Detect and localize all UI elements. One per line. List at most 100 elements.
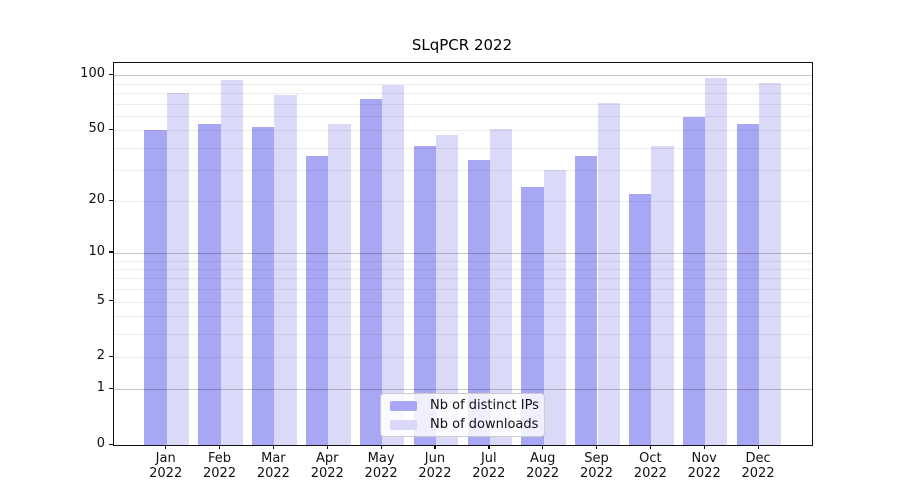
chart-title: SLqPCR 2022	[411, 36, 513, 54]
y-tick-label: 5	[96, 292, 105, 308]
x-tick-label-jan: Jan 2022	[136, 451, 196, 481]
x-tick-label-may: May 2022	[351, 451, 411, 481]
bar-distinct-ips-nov	[682, 117, 706, 445]
bar-downloads-oct	[651, 145, 674, 445]
x-tick-month: Feb	[208, 451, 232, 466]
x-tick-year: 2022	[203, 466, 237, 481]
gridline-minor	[114, 103, 812, 105]
x-tick-mark	[326, 445, 329, 449]
legend: Nb of distinct IPs Nb of downloads	[380, 393, 545, 437]
y-tick-mark	[108, 73, 113, 76]
bar-distinct-ips-jun	[413, 145, 436, 445]
x-tick-label-mar: Mar 2022	[243, 451, 303, 481]
x-tick-mark	[596, 445, 598, 449]
x-tick-month: Apr	[316, 451, 339, 466]
x-tick-label-jun: Jun 2022	[405, 451, 465, 481]
x-tick-month: Dec	[745, 451, 771, 466]
legend-swatch-downloads	[390, 419, 417, 430]
bar-downloads-dec	[759, 82, 782, 445]
y-tick-label: 0	[96, 436, 105, 451]
x-tick-year: 2022	[149, 466, 183, 481]
x-tick-mark	[219, 445, 221, 449]
x-tick-year: 2022	[364, 466, 398, 481]
y-tick-mark	[108, 443, 113, 445]
x-tick-mark	[757, 445, 759, 449]
legend-item-distinct-ips: Nb of distinct IPs	[387, 398, 539, 413]
bar-distinct-ips-may	[359, 99, 383, 445]
y-tick-mark	[108, 128, 113, 130]
y-tick-mark	[108, 355, 113, 357]
x-tick-month: May	[367, 451, 395, 466]
x-tick-month: Nov	[691, 451, 717, 466]
bar-downloads-jun	[435, 135, 459, 445]
x-tick-mark	[649, 445, 652, 449]
x-tick-mark	[488, 445, 490, 449]
bar-downloads-mar	[274, 95, 297, 445]
x-tick-mark	[272, 445, 275, 449]
x-tick-label-nov: Nov 2022	[674, 451, 734, 481]
x-tick-month: Mar	[261, 451, 286, 466]
x-tick-label-apr: Apr 2022	[297, 451, 357, 481]
y-tick-mark	[108, 387, 113, 390]
gridline-minor	[114, 115, 812, 117]
y-tick-label: 2	[96, 348, 105, 364]
x-tick-year: 2022	[526, 466, 560, 481]
bar-distinct-ips-mar	[252, 127, 275, 445]
x-tick-label-jul: Jul 2022	[459, 451, 519, 481]
gridline-minor	[114, 93, 812, 95]
x-tick-label-sep: Sep 2022	[567, 451, 627, 481]
x-tick-label-oct: Oct 2022	[620, 451, 680, 481]
x-tick-mark	[542, 445, 544, 449]
bar-distinct-ips-dec	[736, 124, 760, 445]
bar-downloads-sep	[597, 102, 620, 445]
legend-swatch-distinct-ips	[390, 400, 417, 411]
plot-area	[113, 62, 813, 446]
x-tick-month: Oct	[639, 451, 662, 466]
bar-distinct-ips-jul	[467, 160, 490, 445]
gridline-minor	[114, 83, 812, 85]
gridline-minor	[114, 260, 812, 262]
x-tick-mark	[380, 445, 382, 449]
bar-distinct-ips-feb	[198, 124, 221, 445]
x-tick-month: Aug	[529, 451, 556, 466]
x-tick-month: Jan	[155, 451, 176, 466]
legend-label-distinct-ips: Nb of distinct IPs	[430, 398, 539, 413]
gridline-minor	[114, 357, 812, 359]
gridline-minor	[114, 147, 812, 149]
x-tick-month: Jul	[480, 451, 497, 466]
gridline-minor	[114, 333, 812, 335]
gridline-minor	[114, 130, 812, 132]
bar-distinct-ips-apr	[305, 155, 329, 445]
x-tick-year: 2022	[418, 466, 452, 481]
y-tick-mark	[108, 199, 113, 201]
x-tick-year: 2022	[256, 466, 290, 481]
x-tick-mark	[703, 445, 705, 449]
bar-downloads-feb	[220, 80, 243, 445]
gridline-minor	[114, 289, 812, 291]
gridline-minor	[114, 201, 812, 203]
y-tick-label: 1	[96, 380, 105, 396]
legend-label-downloads: Nb of downloads	[430, 417, 539, 432]
x-tick-label-aug: Aug 2022	[513, 451, 573, 481]
bar-downloads-jul	[489, 128, 513, 445]
bar-distinct-ips-sep	[575, 155, 598, 445]
gridline-minor	[114, 278, 812, 280]
x-tick-label-feb: Feb 2022	[190, 451, 250, 481]
gridline-major	[114, 252, 812, 254]
bar-distinct-ips-oct	[629, 193, 652, 445]
y-tick-mark	[108, 251, 113, 253]
y-tick-mark	[108, 300, 113, 302]
x-tick-year: 2022	[310, 466, 344, 481]
bar-downloads-aug	[543, 170, 566, 445]
x-tick-mark	[434, 445, 436, 449]
gridline-major	[114, 389, 812, 391]
gridline-minor	[114, 170, 812, 172]
x-tick-year: 2022	[472, 466, 506, 481]
x-tick-year: 2022	[741, 466, 775, 481]
bar-downloads-may	[382, 84, 405, 445]
x-tick-mark	[165, 445, 167, 449]
legend-item-downloads: Nb of downloads	[387, 417, 538, 432]
gridline-major	[114, 75, 812, 77]
bar-downloads-jan	[166, 93, 189, 445]
